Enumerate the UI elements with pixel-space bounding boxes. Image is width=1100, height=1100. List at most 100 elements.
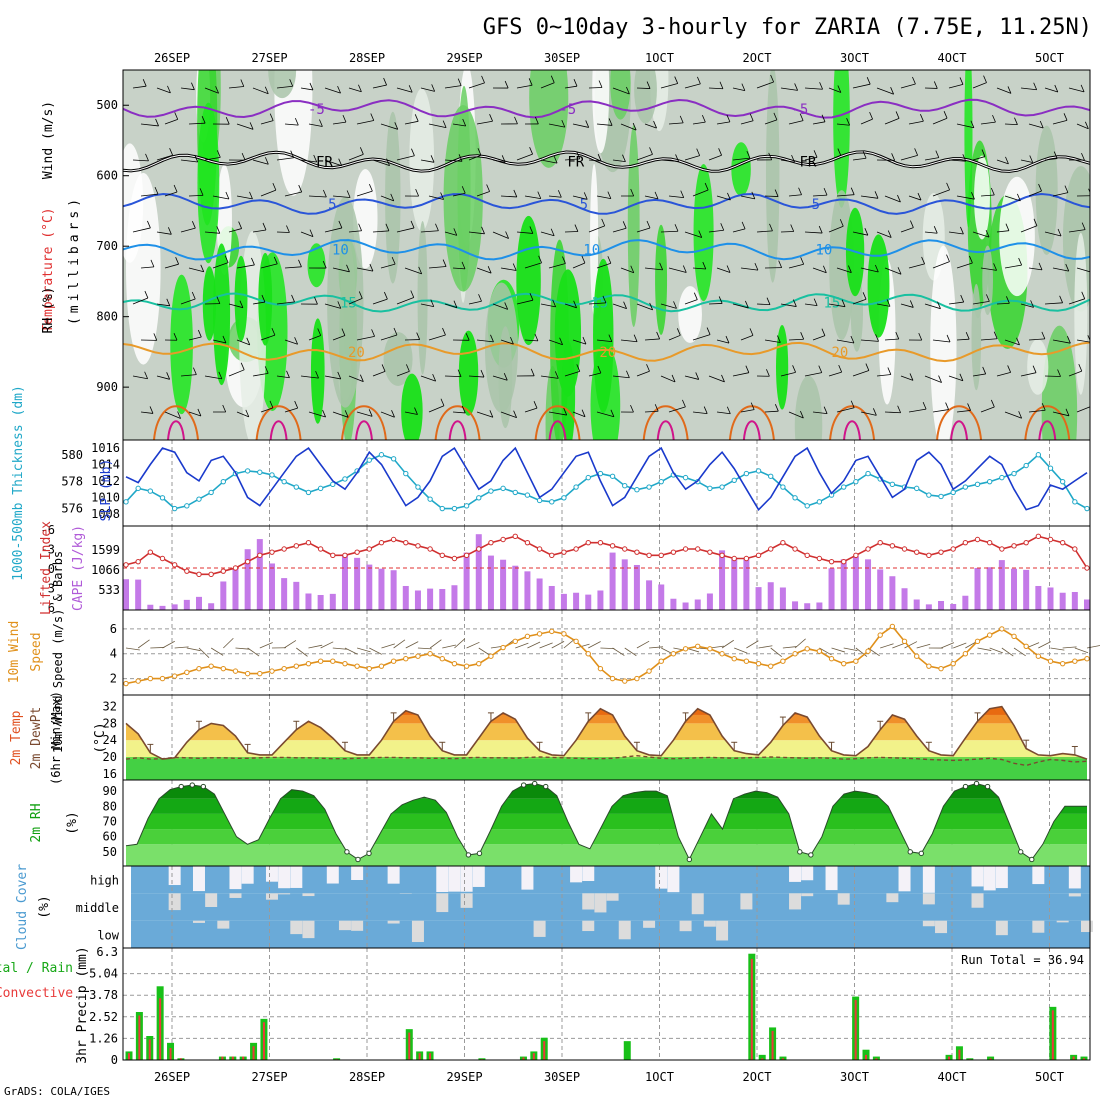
- wind-barb: [228, 86, 244, 89]
- thickness-point: [1023, 462, 1029, 469]
- isotherm-p15: [123, 292, 1090, 313]
- wind-barb-flag: [1006, 296, 1010, 304]
- wind-barb: [668, 122, 684, 125]
- wind-barb: [1068, 229, 1086, 233]
- wind-barb-flag: [962, 154, 967, 162]
- wind-barb-flag: [410, 290, 415, 298]
- wind-barb: [812, 267, 827, 274]
- isotherm-25: [829, 405, 876, 440]
- wind-barb-flag: [573, 300, 577, 308]
- cloud-cell: [922, 866, 935, 893]
- wind-barb-flag: [554, 371, 559, 379]
- isotherm-label: 15: [823, 296, 840, 312]
- wind-speed-point: [500, 644, 506, 651]
- wind-barb: [884, 118, 900, 125]
- wind-barb: [324, 159, 342, 167]
- thickness-point: [986, 478, 993, 485]
- wind-barb: [492, 159, 506, 163]
- wind-barb-flag: [778, 260, 783, 268]
- cloud-cell: [387, 866, 400, 884]
- wind-barb-flag: [241, 152, 246, 161]
- wind-barb: [828, 87, 842, 93]
- cloud-cell: [1068, 893, 1081, 897]
- wind-barb-flag: [1057, 369, 1061, 377]
- wind-barb: [1076, 339, 1090, 343]
- wind-barb-flag: [846, 118, 850, 126]
- thickness-point: [658, 478, 664, 485]
- wind-barb-flag: [414, 114, 419, 122]
- panel4-frame: [122, 609, 1091, 696]
- surface-wind-barb: [1001, 647, 1014, 657]
- wind-barb-flag: [769, 223, 773, 232]
- li-tick: 6: [48, 601, 55, 615]
- wind-barb-flag: [990, 187, 995, 196]
- wind-barb-flag: [477, 148, 482, 156]
- wind-barb: [468, 231, 485, 235]
- wind-barb-flag: [959, 77, 964, 85]
- wind-barb: [948, 159, 966, 162]
- cloud-cell: [837, 893, 850, 905]
- rh-shade: [678, 286, 702, 343]
- wind-barb: [188, 336, 202, 341]
- isotherm-label: 5: [812, 197, 820, 213]
- cape-bar: [670, 598, 677, 610]
- wind-barb-flag: [823, 406, 828, 414]
- wind-barb: [396, 297, 414, 305]
- wind-barb-flag: [766, 297, 771, 305]
- wind-barb-flag: [1014, 117, 1018, 125]
- cloud-cell: [886, 893, 899, 903]
- cloud-cell: [825, 866, 838, 891]
- wind-barb: [548, 123, 565, 128]
- wind-barb: [548, 195, 562, 198]
- wind-barb-flag: [749, 328, 754, 336]
- wind-barb-flag: [166, 298, 171, 306]
- wind-speed-point: [232, 668, 239, 674]
- cloud-cell: [436, 893, 449, 913]
- wind-speed-point: [999, 626, 1005, 632]
- wind-barb-flag: [702, 261, 707, 270]
- rh-shade: [765, 70, 780, 283]
- wind-barb: [444, 375, 462, 378]
- wind-barb-flag: [1039, 120, 1044, 129]
- wind-barb-flag: [704, 182, 709, 191]
- pressure-tick: 600: [96, 169, 118, 183]
- isotherm-label: -5: [559, 102, 576, 118]
- wind-barb-flag: [821, 114, 826, 122]
- isotherm-25: [936, 405, 983, 440]
- wind-barb: [540, 159, 558, 164]
- wind-barb: [812, 411, 828, 415]
- surface-wind-barb: [210, 647, 224, 656]
- wind-barb-flag: [800, 332, 805, 340]
- lifted-index-point: [536, 546, 543, 552]
- temperature-line: [125, 705, 1088, 760]
- wind-barb-flag: [173, 184, 178, 193]
- cape-bar: [706, 593, 713, 610]
- wind-barb-flag: [726, 114, 731, 123]
- wind-barb: [492, 303, 508, 310]
- wind-barb-flag: [240, 362, 245, 370]
- wind-barb-flag: [777, 335, 781, 343]
- wind-barb-flag: [142, 79, 147, 87]
- wind-barb-flag: [993, 331, 998, 339]
- wind-barb-flag: [1090, 398, 1093, 405]
- cape-tick: 1599: [91, 543, 120, 557]
- surface-wind-barb: [466, 641, 480, 649]
- wind-barb-flag: [368, 409, 373, 417]
- wind-barb: [428, 334, 446, 341]
- precip-tick: 0: [111, 1053, 118, 1067]
- wind-barb: [452, 123, 466, 127]
- wind-barb-flag: [289, 79, 294, 87]
- wind-barb-flag: [897, 405, 901, 413]
- cloud-cell: [582, 866, 595, 882]
- slp-tick: 1010: [91, 490, 120, 504]
- rh-shade: [833, 70, 850, 208]
- wind-barb: [332, 121, 347, 125]
- wind-speed-point: [658, 658, 664, 664]
- lifted-index-point: [451, 555, 458, 562]
- precip-total-bar: [987, 1056, 995, 1060]
- wind-barb: [188, 194, 204, 197]
- wind-barb-flag: [457, 369, 462, 377]
- cape-bar: [123, 579, 129, 610]
- wind-barb-flag: [920, 114, 924, 122]
- wind-barb-flag: [225, 117, 230, 125]
